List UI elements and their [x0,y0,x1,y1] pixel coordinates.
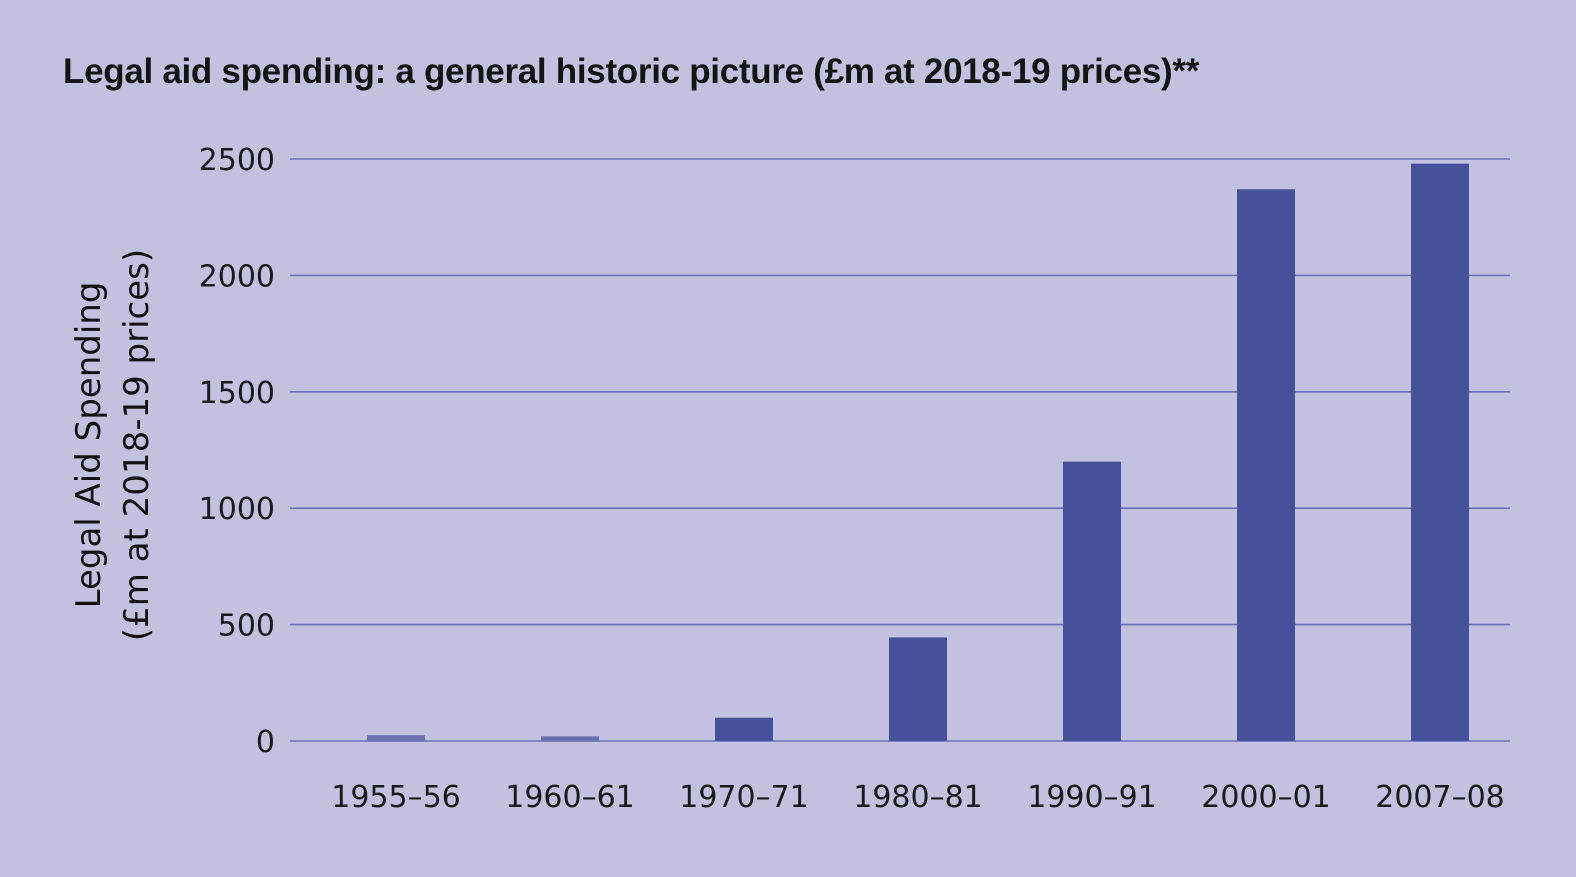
bar-2007–08 [1411,163,1469,741]
y-tick-label: 1000 [199,492,275,527]
y-tick-label: 2500 [199,143,275,178]
bar-2000–01 [1237,189,1295,741]
y-axis-label: (£m at 2018-19 prices) [117,249,157,641]
x-tick-label: 2000–01 [1201,780,1331,815]
chart-title: Legal aid spending: a general historic p… [63,52,1200,91]
bar-1960–61 [541,736,599,741]
y-tick-label: 2000 [199,259,275,294]
bar-1980–81 [889,637,947,741]
y-tick-label: 1500 [199,376,275,411]
y-axis-label: Legal Aid Spending [69,282,109,609]
x-tick-label: 1980–81 [853,780,983,815]
bar-1990–91 [1063,461,1121,741]
y-tick-label: 0 [256,725,275,760]
x-tick-label: 1955–56 [331,780,461,815]
x-tick-label: 1990–91 [1027,780,1157,815]
x-tick-label: 1960–61 [505,780,635,815]
y-tick-label: 500 [218,609,275,644]
bar-1970–71 [715,717,773,741]
bar-1955–56 [367,735,425,741]
x-tick-label: 2007–08 [1375,780,1505,815]
x-tick-label: 1970–71 [679,780,809,815]
